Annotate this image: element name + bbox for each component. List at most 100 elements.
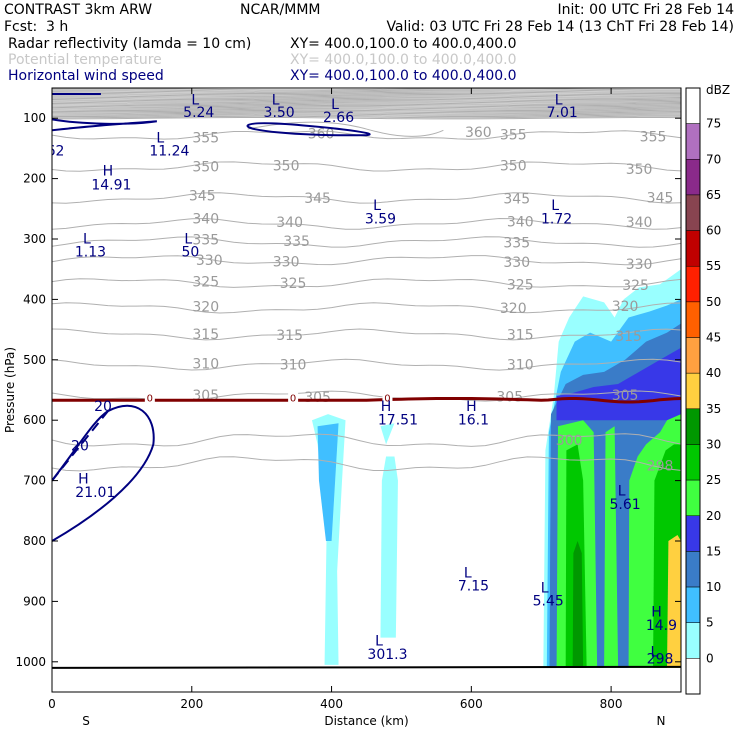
isentrope-top-68	[52, 97, 681, 101]
colorbar-level-60: 60	[706, 224, 721, 238]
y-tick-label-700: 700	[23, 474, 46, 488]
wind-label-28: 16.1	[458, 412, 489, 428]
colorbar-level-20: 20	[706, 509, 721, 523]
isentrope-top-88	[52, 109, 681, 113]
freezing-level: 0 0 0	[52, 392, 681, 404]
wind-label-6: L	[555, 92, 563, 108]
theta-label-34: 315	[615, 329, 642, 345]
theta-label-0: 355	[192, 131, 219, 147]
theta-label-27: 325	[622, 278, 649, 294]
isentrope-top-90	[52, 110, 681, 114]
freezing-level-line	[52, 397, 681, 404]
header: CONTRAST 3km ARW NCAR/MMM Init: 00 UTC Fri…	[4, 2, 734, 84]
colorbar-band-5	[685, 265, 701, 303]
colorbar-level-55: 55	[706, 259, 721, 273]
colorbar-frame	[685, 87, 701, 695]
theta-298	[52, 456, 681, 472]
refl-25dbz-b	[604, 426, 619, 668]
wind-label-31: L	[464, 565, 472, 581]
theta-label-21: 330	[273, 254, 300, 270]
theta-label-24: 325	[192, 274, 219, 290]
wind-label-36: 14.9	[646, 618, 677, 634]
isentrope-top-96	[52, 114, 681, 118]
theta-300	[52, 433, 681, 447]
isentrope-top-74	[52, 101, 681, 104]
theta-label-25: 325	[280, 276, 307, 292]
field-xy-3: XY= 400.0,100.0 to 400.0,400.0	[290, 68, 517, 84]
wind-label-25: H	[381, 399, 392, 415]
colorbar-band-3	[685, 194, 701, 231]
colorbar-level-30: 30	[706, 437, 721, 451]
y-tick-label-900: 900	[23, 594, 46, 608]
colorbar-level-45: 45	[706, 331, 721, 345]
colorbar-band-16	[685, 658, 701, 695]
field-xy-1: XY= 400.0,100.0 to 400.0,400.0	[290, 36, 517, 52]
theta-label-15: 340	[507, 214, 534, 230]
model-title: CONTRAST 3km ARW	[4, 2, 152, 18]
colorbar-unit: dBZ	[706, 83, 730, 97]
theta-330	[52, 255, 681, 266]
x-axis-label: Distance (km)	[324, 714, 408, 728]
theta-label-28: 320	[192, 300, 219, 316]
y-tick-label-800: 800	[23, 534, 46, 548]
wind-label-12: 14.91	[91, 178, 131, 194]
fcst-label: Fcst:	[4, 19, 37, 35]
colorbar-band-4	[685, 230, 701, 267]
wind-label-38: 301.3	[367, 647, 407, 663]
theta-label-11: 345	[503, 192, 530, 208]
theta-350	[52, 161, 681, 172]
theta-label-18: 335	[283, 234, 310, 250]
wind-label-5: 2.66	[323, 110, 354, 126]
colorbar-band-9	[685, 408, 701, 445]
colorbar-band-1	[685, 123, 701, 160]
theta-label-17: 335	[192, 233, 219, 249]
theta-label-23: 330	[626, 257, 653, 273]
freezing-label-bg-0	[144, 392, 155, 403]
theta-label-7: 350	[500, 158, 527, 174]
theta-label-41: 305	[612, 388, 639, 404]
colorbar-level-5: 5	[706, 616, 714, 630]
field-xy-2: XY= 400.0,100.0 to 400.0,400.0	[290, 52, 517, 68]
isentrope-top-76	[52, 102, 681, 105]
plot-frame	[51, 87, 682, 693]
wind-label-0: L	[191, 92, 199, 108]
wind-label-26: 17.51	[378, 412, 418, 428]
y-tick-label-1000: 1000	[15, 655, 46, 669]
isentrope-top-86	[52, 108, 681, 111]
colorbar-band-8	[685, 372, 701, 410]
isentrope-top-56	[52, 90, 681, 93]
theta-label-42: 300	[556, 433, 583, 449]
colorbar-band-2	[685, 159, 701, 196]
refl-5dbz-cell2	[380, 423, 395, 445]
wind-label-11: H	[103, 164, 114, 180]
isentrope-top-84	[52, 107, 681, 110]
theta-320	[52, 302, 681, 314]
wind-label-4: L	[331, 97, 339, 113]
freezing-label-0: 0	[147, 393, 153, 404]
wind-label-19: L	[184, 231, 192, 247]
theta-label-26: 325	[507, 277, 534, 293]
refl-35dbz-a	[572, 541, 584, 668]
y-tick-label-500: 500	[23, 353, 46, 367]
colorbar-level-40: 40	[706, 366, 721, 380]
wind-label-22: 20	[71, 438, 89, 454]
theta-label-10: 345	[304, 191, 331, 207]
theta-label-43: 298	[647, 459, 674, 475]
x-tick-label-200: 200	[180, 697, 203, 711]
wind-label-21: 20	[94, 399, 112, 415]
y-tick-label-400: 400	[23, 292, 46, 306]
wind-contour-jet-west	[52, 118, 157, 132]
wind-label-9: L	[156, 130, 164, 146]
isentrope-top-62	[52, 94, 681, 97]
theta-label-36: 310	[280, 358, 307, 374]
freezing-label-bg-1	[288, 392, 299, 403]
org-label: NCAR/MMM	[240, 2, 321, 18]
theta-label-3: 355	[500, 128, 527, 144]
reflectivity-fill	[311, 269, 681, 668]
wind-label-27: H	[466, 399, 477, 415]
isentrope-top-82	[52, 106, 681, 109]
isentrope-top-98	[52, 115, 681, 119]
